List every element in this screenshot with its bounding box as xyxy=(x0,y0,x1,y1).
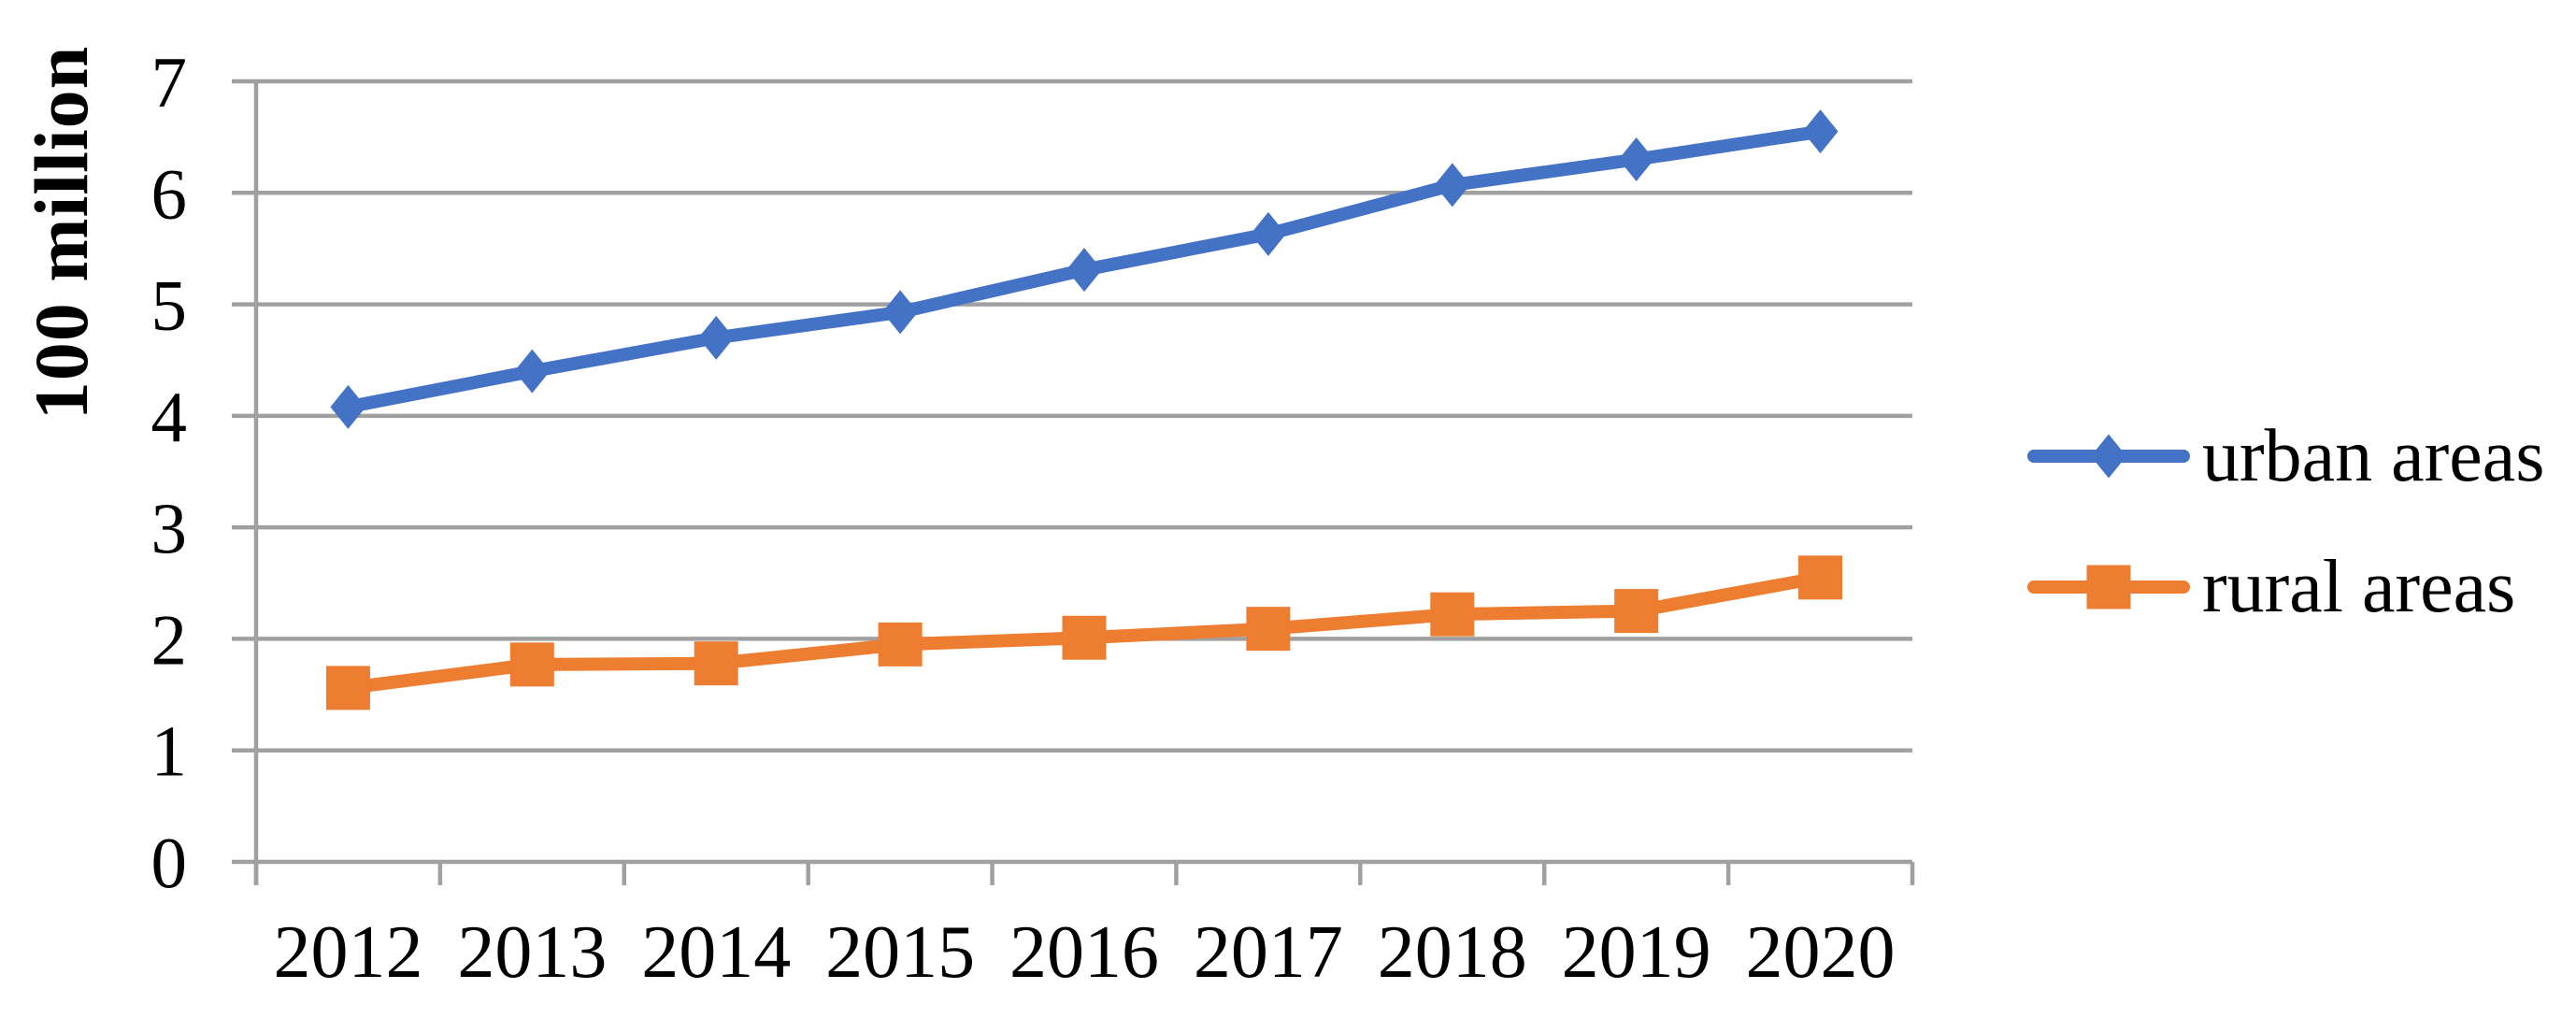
rural-areas-legend-marker xyxy=(2027,565,2190,609)
urban-areas-marker xyxy=(1802,109,1839,154)
x-tick-label: 2014 xyxy=(641,911,791,994)
y-tick-label: 6 xyxy=(151,153,188,234)
rural-areas-marker xyxy=(1062,615,1107,660)
rural-areas-marker xyxy=(325,666,370,710)
x-tick-label: 2012 xyxy=(273,911,422,994)
y-tick-label: 4 xyxy=(151,377,188,457)
rural-areas-marker xyxy=(878,622,923,666)
x-tick-label: 2020 xyxy=(1746,911,1896,994)
legend-label-rural-areas: rural areas xyxy=(2202,546,2516,628)
urban-areas-marker xyxy=(330,384,366,429)
legend: urban areas rural areas xyxy=(2026,411,2544,632)
x-tick-label: 2018 xyxy=(1378,911,1527,994)
x-tick-label: 2015 xyxy=(825,911,975,994)
urban-areas-marker xyxy=(1250,211,1286,256)
rural-areas-marker xyxy=(694,641,738,686)
rural-areas-marker xyxy=(1798,555,1843,600)
urban-areas-legend-diamond-icon xyxy=(2091,434,2126,479)
y-tick-label: 5 xyxy=(151,265,188,346)
legend-item-rural-areas: rural areas xyxy=(2026,542,2544,632)
urban-areas-marker xyxy=(1066,248,1102,293)
urban-areas-marker xyxy=(514,349,551,394)
rural-areas-marker xyxy=(1430,592,1475,637)
urban-areas-marker xyxy=(882,290,919,335)
y-tick-label: 3 xyxy=(151,488,188,568)
y-tick-label: 2 xyxy=(151,599,188,680)
urban-areas-legend-marker xyxy=(2027,434,2190,479)
x-tick-label: 2019 xyxy=(1562,911,1711,994)
x-tick-label: 2013 xyxy=(457,911,607,994)
rural-areas-marker xyxy=(1246,607,1291,652)
y-tick-label: 1 xyxy=(151,711,188,792)
legend-label-urban-areas: urban areas xyxy=(2202,415,2545,497)
rural-areas-legend-square-icon xyxy=(2086,565,2131,609)
y-tick-label: 0 xyxy=(151,823,188,903)
rural-areas-marker xyxy=(1614,589,1659,634)
rural-areas-marker xyxy=(509,642,554,687)
x-tick-label: 2016 xyxy=(1009,911,1159,994)
urban-areas-marker xyxy=(1434,163,1470,208)
legend-item-urban-areas: urban areas xyxy=(2026,411,2544,501)
urban-areas-marker xyxy=(1618,137,1654,181)
urban-areas-marker xyxy=(698,315,735,360)
y-tick-label: 7 xyxy=(151,42,188,122)
x-tick-label: 2017 xyxy=(1194,911,1343,994)
